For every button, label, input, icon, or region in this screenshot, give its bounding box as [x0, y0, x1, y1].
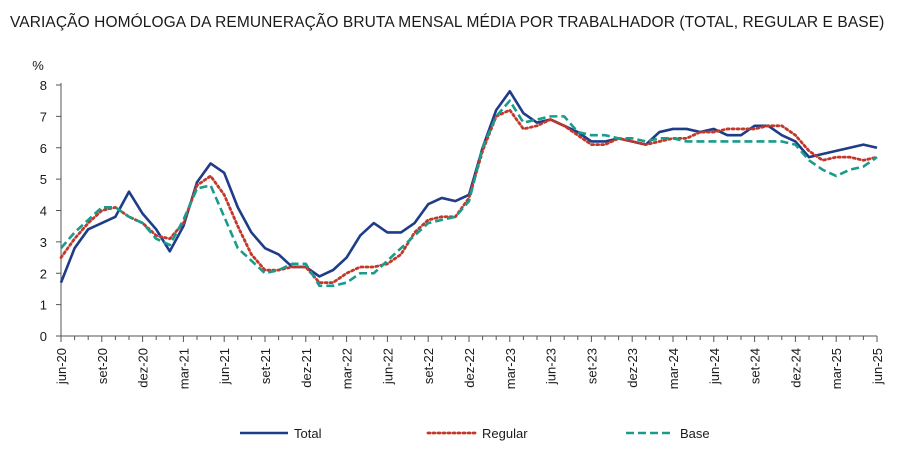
legend-label: Regular	[482, 426, 528, 441]
legend-label: Total	[294, 426, 322, 441]
legend-item-regular: Regular	[426, 426, 528, 441]
x-tick-label: set-22	[421, 348, 436, 384]
y-tick-label: 2	[40, 266, 47, 281]
x-tick-label: mar-22	[340, 348, 355, 389]
y-tick-label: 5	[40, 172, 47, 187]
x-tick-label: mar-21	[176, 348, 191, 389]
y-tick-label: 4	[40, 204, 47, 219]
x-tick-label: dez-23	[625, 348, 640, 388]
x-tick-label: mar-25	[829, 348, 844, 389]
y-tick-label: 0	[40, 329, 47, 344]
x-tick-label: jun-20	[54, 348, 69, 385]
x-tick-label: set-20	[95, 348, 110, 384]
y-tick-label: 3	[40, 235, 47, 250]
x-tick-label: set-21	[258, 348, 273, 384]
y-axis-unit-label: %	[32, 58, 44, 73]
series-line-regular	[59, 108, 879, 285]
legend-label: Base	[680, 426, 710, 441]
chart-title: VARIAÇÃO HOMÓLOGA DA REMUNERAÇÃO BRUTA M…	[10, 14, 885, 31]
legend-item-base: Base	[626, 426, 710, 441]
y-tick-label: 7	[40, 109, 47, 124]
y-tick-label: 8	[40, 78, 47, 93]
x-tick-label: jun-23	[544, 348, 559, 385]
x-tick-label: jun-24	[707, 348, 722, 385]
x-tick-label: jun-21	[217, 348, 232, 385]
legend-item-total: Total	[240, 426, 322, 441]
legend: Total Regular Base	[240, 426, 710, 441]
x-tick-label: dez-24	[788, 348, 803, 388]
x-tick-label: mar-23	[503, 348, 518, 389]
series-line-total	[59, 89, 878, 284]
x-tick-label: dez-22	[462, 348, 477, 388]
y-tick-label: 1	[40, 298, 47, 313]
x-tick-label: set-23	[584, 348, 599, 384]
x-tick-label: dez-21	[299, 348, 314, 388]
x-tick-label: dez-20	[136, 348, 151, 388]
axes: 0 1 2 3 4 5 6 7 8% jun-20 set-20 dez-20 mar-21 jun-21…	[32, 58, 885, 389]
y-tick-label: 6	[40, 141, 47, 156]
x-tick-label: mar-24	[666, 348, 681, 389]
x-tick-label: jun-25	[870, 348, 885, 385]
x-tick-label: set-24	[748, 348, 763, 384]
series-line-base	[60, 99, 878, 288]
series-lines	[59, 89, 879, 288]
x-tick-label: jun-22	[380, 348, 395, 385]
